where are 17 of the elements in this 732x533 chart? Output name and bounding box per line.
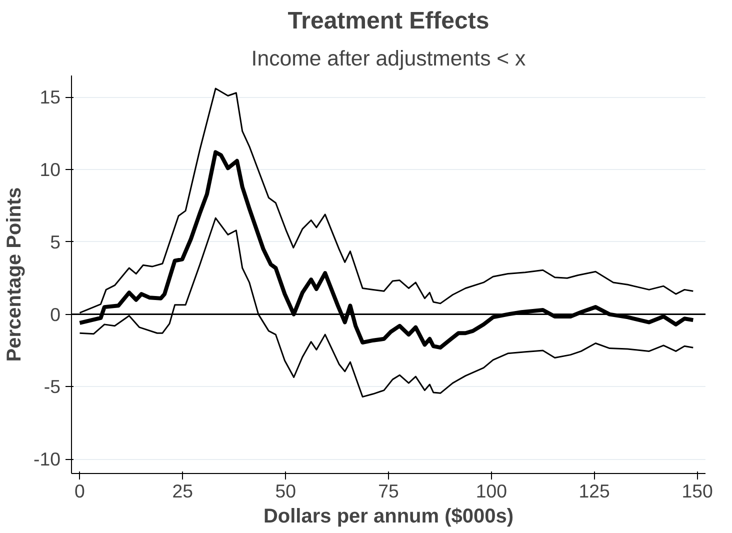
x-tick-label: 75 [378,480,399,502]
chart-subtitle: Income after adjustments < x [251,46,526,70]
y-tick-label: -5 [44,376,61,398]
y-tick-label: 0 [50,304,61,325]
y-axis-title: Percentage Points [4,187,26,362]
y-tick-label: -10 [34,448,61,470]
x-tick-label: 25 [172,480,194,502]
x-tick-label: 150 [682,480,713,502]
x-tick-label: 0 [74,480,85,502]
x-tick-label: 50 [275,480,296,502]
x-tick-label: 125 [578,480,610,502]
y-tick-label: 10 [40,159,61,180]
x-axis-title: Dollars per annum ($000s) [263,506,514,528]
x-tick-label: 100 [476,480,507,502]
chart-title: Treatment Effects [288,8,490,34]
y-tick-label: 15 [40,86,61,108]
y-tick-label: 5 [50,231,61,252]
